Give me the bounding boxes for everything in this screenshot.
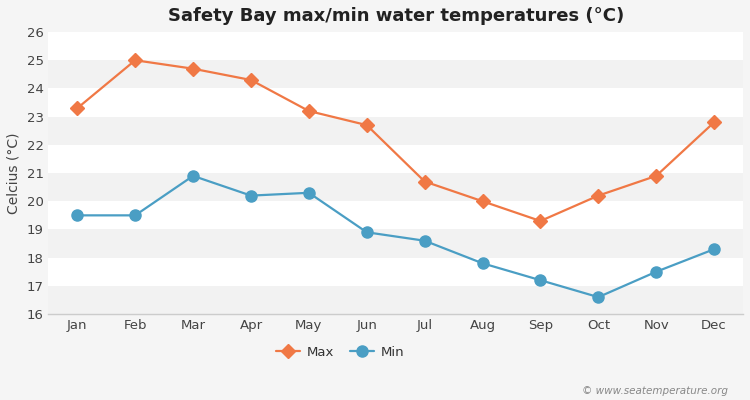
Max	[594, 193, 603, 198]
Max	[73, 106, 82, 110]
Min	[420, 238, 429, 243]
Line: Max: Max	[73, 55, 719, 226]
Y-axis label: Celcius (°C): Celcius (°C)	[7, 132, 21, 214]
Max	[247, 78, 256, 82]
Max	[130, 58, 140, 63]
Bar	[48, 258, 743, 286]
Max	[362, 123, 371, 128]
Min	[73, 213, 82, 218]
Min	[710, 247, 718, 252]
Text: © www.seatemperature.org: © www.seatemperature.org	[581, 386, 728, 396]
Bar	[48, 201, 743, 230]
Title: Safety Bay max/min water temperatures (°C): Safety Bay max/min water temperatures (°…	[167, 7, 624, 25]
Max	[188, 66, 197, 71]
Max	[652, 174, 661, 178]
Min	[130, 213, 140, 218]
Min	[362, 230, 371, 235]
Max	[536, 218, 545, 223]
Bar	[48, 32, 743, 60]
Bar	[48, 230, 743, 258]
Bar	[48, 88, 743, 117]
Bar	[48, 117, 743, 145]
Min	[594, 295, 603, 300]
Bar	[48, 60, 743, 88]
Max	[304, 109, 313, 114]
Min	[478, 261, 487, 266]
Bar	[48, 145, 743, 173]
Min	[652, 269, 661, 274]
Max	[710, 120, 718, 125]
Max	[478, 199, 487, 204]
Min	[304, 190, 313, 195]
Min	[247, 193, 256, 198]
Min	[536, 278, 545, 283]
Max	[420, 179, 429, 184]
Min	[188, 174, 197, 178]
Bar	[48, 173, 743, 201]
Bar	[48, 286, 743, 314]
Legend: Max, Min: Max, Min	[271, 340, 410, 364]
Line: Min: Min	[72, 170, 720, 303]
